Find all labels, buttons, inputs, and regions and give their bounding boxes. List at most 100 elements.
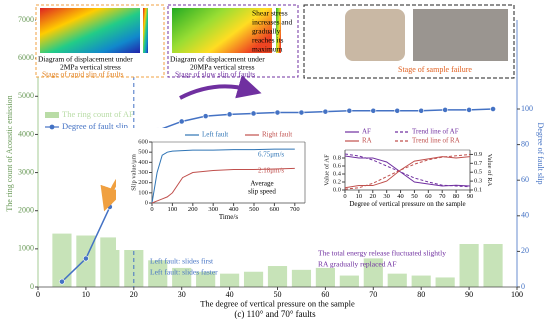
y-tick-label: 300 bbox=[138, 169, 148, 176]
bar bbox=[267, 266, 288, 287]
bar bbox=[243, 271, 264, 287]
annotation: maximum bbox=[252, 45, 283, 54]
x-tick-label: 500 bbox=[249, 206, 259, 213]
y-tick-label: 1000 bbox=[18, 244, 34, 253]
y-tick-label: 4000 bbox=[18, 129, 34, 138]
point bbox=[202, 113, 209, 120]
x-tick-label: 100 bbox=[168, 206, 178, 213]
y2-tick-label: 0.7 bbox=[474, 160, 483, 167]
x-tick-label: 10 bbox=[82, 290, 90, 299]
point bbox=[250, 110, 257, 117]
x-tick-label: 10 bbox=[356, 193, 363, 200]
x-axis-label: The degree of vertical pressure on the s… bbox=[200, 299, 355, 309]
x-tick-label: 400 bbox=[229, 206, 239, 213]
annotation: reaches its bbox=[252, 36, 284, 45]
bar bbox=[172, 267, 192, 287]
bar bbox=[315, 267, 335, 287]
y-tick-label: 500 bbox=[138, 149, 148, 156]
legend-label: Trend line of RA bbox=[412, 137, 460, 145]
x-tick-label: 40 bbox=[397, 193, 404, 200]
panel-stage: Stage of sample failure bbox=[398, 65, 472, 74]
annotation: 6.75μm/s bbox=[258, 151, 284, 159]
x-tick-label: 60 bbox=[425, 193, 432, 200]
panel-image bbox=[172, 8, 272, 53]
line bbox=[344, 153, 471, 190]
bar bbox=[52, 233, 72, 287]
annotation: Left fault: slides first bbox=[150, 257, 214, 266]
annotation: Average bbox=[250, 180, 273, 188]
annotation: increases and bbox=[252, 18, 292, 27]
y-tick-label: 0.2 bbox=[333, 178, 341, 185]
legend-label: AF bbox=[362, 128, 371, 136]
annotation: gradually bbox=[252, 27, 281, 36]
x-tick-label: 60 bbox=[321, 290, 329, 299]
y2-tick-label: 0.3 bbox=[474, 178, 482, 185]
panel-caption: 2MPa vertical stress bbox=[60, 63, 121, 72]
x-tick-label: 0 bbox=[36, 290, 40, 299]
legend-label: RA bbox=[362, 137, 372, 145]
point bbox=[83, 255, 89, 262]
legend-label: Degree of fault slip bbox=[62, 121, 128, 131]
y-tick-label: 6000 bbox=[18, 53, 34, 62]
panel-caption: Diagram of displacement under bbox=[38, 55, 133, 64]
panel-image bbox=[345, 9, 405, 61]
point bbox=[226, 111, 233, 118]
inset-frame bbox=[318, 126, 510, 244]
x-tick-label: 70 bbox=[439, 193, 446, 200]
annotation: The total energy release fluctuated slig… bbox=[318, 249, 446, 258]
x-tick-label: 300 bbox=[208, 206, 218, 213]
bar bbox=[363, 258, 383, 287]
x-axis-label: Degree of vertical pressure on the sampl… bbox=[349, 200, 465, 208]
y2-tick-label: 0.1 bbox=[474, 186, 482, 193]
y2-axis-label: Degree of fault slip bbox=[536, 123, 545, 185]
legend-swatch bbox=[49, 124, 55, 130]
legend-label: Right fault bbox=[262, 131, 292, 139]
legend-label: The ring count of AF bbox=[62, 109, 134, 119]
annotation: slip speed bbox=[248, 188, 276, 196]
point bbox=[466, 106, 472, 113]
point bbox=[490, 106, 496, 112]
y-tick-label: 600 bbox=[138, 138, 148, 145]
y2-tick-label: 40 bbox=[521, 211, 529, 220]
bar bbox=[220, 273, 240, 287]
point bbox=[178, 118, 185, 125]
bar bbox=[411, 275, 431, 287]
y-tick-label: 0 bbox=[145, 199, 148, 206]
y2-tick-label: 60 bbox=[521, 175, 529, 184]
legend-label: Left fault bbox=[202, 131, 228, 139]
y2-tick-label: 80 bbox=[521, 139, 529, 148]
x-tick-label: 70 bbox=[369, 290, 377, 299]
point bbox=[370, 107, 377, 114]
y-tick-label: 0.0 bbox=[333, 186, 341, 193]
inset-frame bbox=[116, 128, 316, 250]
figure-caption: (c) 110° and 70° faults bbox=[234, 309, 316, 319]
point bbox=[346, 107, 353, 114]
x-tick-label: 0 bbox=[150, 206, 153, 213]
colorbar bbox=[276, 8, 281, 53]
x-tick-label: 100 bbox=[511, 290, 523, 299]
y-tick-label: 7000 bbox=[18, 15, 34, 24]
x-tick-label: 700 bbox=[290, 206, 300, 213]
y-tick-label: 0.4 bbox=[333, 170, 342, 177]
y2-axis-label: Value of RA bbox=[486, 154, 493, 187]
panel-caption: Diagram of displacement under bbox=[170, 55, 265, 64]
x-tick-label: 200 bbox=[188, 206, 198, 213]
legend-swatch bbox=[45, 112, 59, 118]
line bbox=[151, 167, 295, 204]
x-tick-label: 50 bbox=[411, 193, 418, 200]
y-tick-label: 400 bbox=[138, 159, 148, 166]
annotation: Shear stress bbox=[252, 9, 288, 18]
y-tick-label: 100 bbox=[138, 189, 148, 196]
x-tick-label: 90 bbox=[467, 193, 474, 200]
y2-tick-label: 100 bbox=[521, 104, 533, 113]
bar bbox=[196, 271, 216, 287]
bar bbox=[435, 277, 455, 287]
y-tick-label: 200 bbox=[138, 179, 148, 186]
y2-tick-label: 0.9 bbox=[474, 151, 482, 158]
x-tick-label: 600 bbox=[270, 206, 280, 213]
y-axis-label: The ring count of Acoustic emission bbox=[5, 95, 14, 211]
y2-tick-label: 20 bbox=[521, 246, 529, 255]
annotation: Left fault: slides faster bbox=[150, 268, 218, 277]
point bbox=[59, 278, 65, 285]
